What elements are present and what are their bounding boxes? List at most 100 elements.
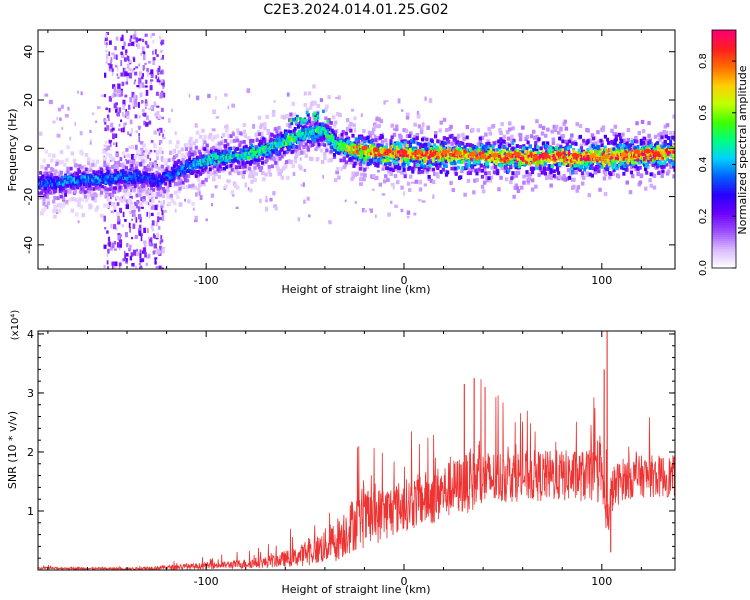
spectrogram-cell [80,151,84,156]
spectrogram-cell [260,123,264,128]
interference-speckle [138,77,142,84]
background-speckle [168,118,171,123]
spectrogram-cell [195,130,200,135]
spectrogram-cell [617,163,621,168]
spectrogram-cell [324,116,328,121]
spectrogram-cell [270,164,274,169]
spectrogram-cell [51,170,55,175]
spectrogram-cell [160,168,165,173]
spectrogram-cell [178,181,182,185]
spectrogram-cell [234,168,239,173]
spectrogram-cell [82,164,87,169]
spectrogram-cell [540,170,544,175]
spectrogram-cell [79,190,83,194]
background-speckle [111,94,115,98]
interference-speckle [138,136,141,143]
background-speckle [302,182,305,187]
spectrogram-cell [400,158,404,163]
interference-speckle [152,250,156,255]
spectrogram-cell [565,163,569,167]
interference-speckle [115,142,118,148]
spectrogram-cell [289,112,293,117]
spectrogram-cell [419,127,424,132]
spectrogram-cell [543,162,547,166]
spectrogram-cell [163,189,167,194]
spectrogram-cell [90,193,94,198]
interference-speckle [121,224,125,228]
background-speckle [274,206,278,211]
background-speckle [116,190,120,194]
background-speckle [340,167,343,171]
interference-speckle [148,215,151,219]
spectrogram-cell [85,184,89,188]
spectrogram-cell [463,145,467,149]
interference-speckle [125,159,127,162]
spectrogram-cell [59,194,63,199]
spectrogram-cell [451,188,455,193]
background-speckle [162,137,166,140]
spectrogram-cell [517,164,521,169]
spectrogram-cell [664,134,668,139]
interference-speckle [129,201,133,205]
spectrogram-cell [525,170,529,174]
spectrogram-cell [488,131,492,136]
spectrogram-cell [66,166,70,171]
spectrogram-cell [83,190,87,194]
spectrogram-cell [380,135,384,139]
spectrogram-cell [479,147,483,151]
spectrogram-cell [333,120,338,125]
spectrogram-cell [217,141,221,146]
spectrogram-cell [641,140,646,145]
spectrogram-cell [204,165,208,169]
interference-speckle [142,250,146,254]
background-speckle [417,198,422,202]
spectrogram-heatmap [38,31,675,269]
spectrogram-cell [66,170,70,174]
spectrogram-cell [637,160,641,165]
spectrogram-cell [41,208,45,213]
spectrogram-cell [274,155,278,160]
interference-speckle [158,115,162,119]
spectrogram-cell [81,213,85,218]
spectrogram-cell [522,180,526,185]
interference-speckle [115,64,118,68]
spectrogram-cell [354,153,358,157]
spectrogram-cell [187,174,191,178]
interference-speckle [103,244,107,249]
spectrogram-cell [257,158,261,162]
spectrogram-cell [532,148,535,152]
background-speckle [193,219,198,223]
spectrogram-cell [224,184,228,189]
spectrogram-cell [243,164,247,168]
spectrogram-cell [410,139,414,143]
spectrogram-cell [542,168,547,172]
spectrogram-cell [662,144,666,149]
spectrogram-cell [426,158,430,163]
spectrogram-cell [467,163,471,168]
spectrogram-cell [514,173,519,178]
spectrogram-cell [76,185,80,190]
spectrogram-cell [417,170,421,175]
spectrogram-cell [229,134,233,138]
background-speckle [110,122,114,128]
spectrogram-cell [203,149,207,154]
spectrogram-cell [113,205,117,210]
spectrogram-cell [105,166,109,171]
spectrogram-cell [273,134,276,139]
spectrogram-cell [262,137,266,141]
spectrogram-cell [353,143,357,148]
background-speckle [158,129,161,133]
interference-speckle [160,207,163,212]
interference-speckle [109,64,113,69]
spectrogram-cell [574,170,578,175]
spectrogram-cell [295,114,299,119]
spectrogram-cell [643,136,647,141]
spectrogram-cell [64,170,68,175]
spectrogram-cell [202,154,206,158]
spectrogram-cell [374,124,378,129]
spectrogram-cell [367,139,371,144]
spectrogram-cell [201,180,205,185]
interference-speckle [156,128,160,132]
spectrogram-cell [492,141,496,146]
spectrogram-cell [449,124,453,129]
